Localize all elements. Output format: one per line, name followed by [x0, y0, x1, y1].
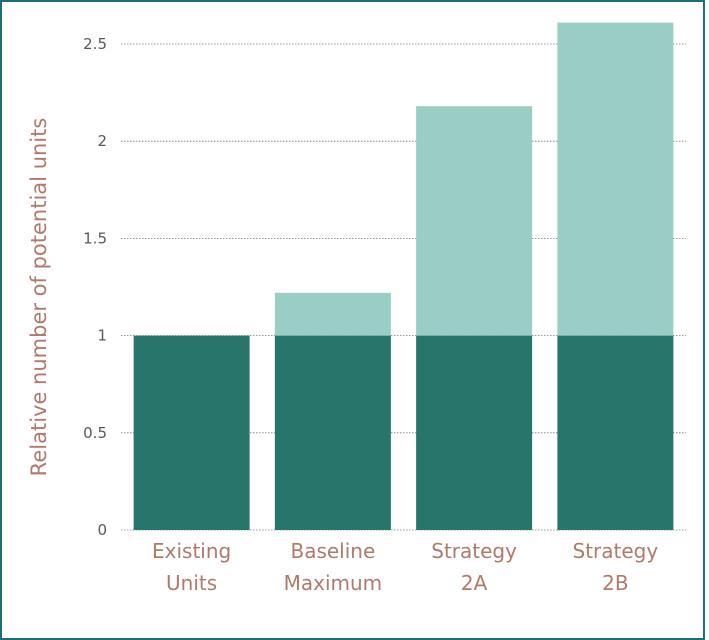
bar-segment [274, 292, 391, 336]
x-category-label: Strategy [573, 539, 659, 563]
bar-segment [133, 335, 250, 530]
x-category-label: Strategy [431, 539, 517, 563]
bars [133, 22, 674, 530]
y-tick-label: 2.5 [83, 35, 107, 53]
x-category-label: Existing [152, 539, 231, 563]
bar-segment [557, 22, 674, 336]
x-category-label: Maximum [284, 571, 383, 595]
y-tick-label: 0 [97, 521, 107, 539]
y-axis-ticks: 0 0.5 1 1.5 2 2.5 [83, 35, 107, 539]
y-axis-label: Relative number of potential units [27, 118, 51, 477]
y-tick-label: 1 [97, 327, 107, 345]
bar-segment [274, 335, 391, 530]
bar-segment [557, 335, 674, 530]
bar-segment [416, 335, 533, 530]
y-tick-label: 2 [97, 132, 107, 150]
y-tick-label: 0.5 [83, 424, 107, 442]
x-category-label: 2B [602, 571, 628, 595]
x-category-label: Baseline [290, 539, 375, 563]
bar-segment [416, 106, 533, 336]
x-category-label: 2A [461, 571, 488, 595]
bar-chart: 0 0.5 1 1.5 2 2.5 Existing Units Baseline Maximu… [27, 22, 686, 595]
x-category-label: Units [166, 571, 217, 595]
y-tick-label: 1.5 [83, 229, 107, 247]
x-axis-categories: Existing Units Baseline Maximum Strategy 2A St… [152, 539, 658, 595]
